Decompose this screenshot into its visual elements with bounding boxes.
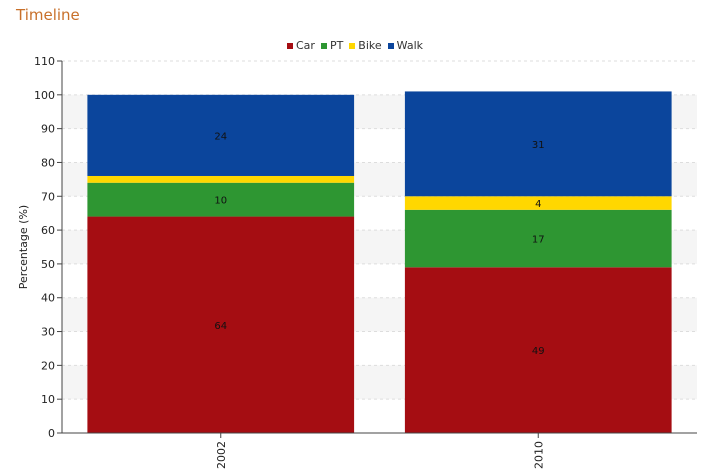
y-tick-label: 40 (41, 292, 55, 305)
legend-swatch (320, 42, 327, 49)
y-axis-label: Percentage (%) (17, 205, 30, 289)
legend-label: Car (295, 39, 315, 52)
x-tick-label: 2010 (532, 441, 545, 469)
data-label: 10 (214, 196, 227, 207)
bar-bike-2002[interactable] (87, 175, 355, 183)
legend-swatch (387, 42, 394, 49)
y-tick-label: 50 (41, 258, 55, 271)
legend-item-pt[interactable]: PT (320, 39, 344, 52)
legend-swatch (286, 42, 293, 49)
data-label: 17 (532, 235, 545, 246)
legend-item-car[interactable]: Car (286, 39, 315, 52)
y-tick-label: 80 (41, 156, 55, 169)
legend-label: Bike (358, 39, 382, 52)
page-title: Timeline (16, 6, 80, 24)
bar-bike-2010[interactable] (404, 196, 672, 210)
data-label: 31 (532, 140, 545, 151)
y-tick-label: 10 (41, 393, 55, 406)
y-tick-label: 0 (48, 427, 55, 440)
y-tick-label: 90 (41, 123, 55, 136)
bar-car-2010[interactable] (404, 267, 672, 433)
bar-walk-2002[interactable] (87, 94, 355, 176)
data-label: 24 (214, 131, 227, 142)
legend-item-bike[interactable]: Bike (349, 39, 382, 52)
legend-label: Walk (396, 39, 423, 52)
y-tick-label: 20 (41, 359, 55, 372)
y-tick-label: 70 (41, 190, 55, 203)
data-label: 4 (535, 199, 541, 210)
y-tick-label: 110 (34, 55, 55, 68)
legend-label: PT (329, 39, 344, 52)
data-label: 64 (214, 321, 227, 332)
y-tick-label: 60 (41, 224, 55, 237)
bar-pt-2010[interactable] (404, 209, 672, 268)
x-tick-label: 2002 (215, 441, 228, 469)
bar-car-2002[interactable] (87, 216, 355, 433)
y-tick-label: 100 (34, 89, 55, 102)
legend-swatch (349, 42, 356, 49)
bar-walk-2010[interactable] (404, 91, 672, 197)
legend-item-walk[interactable]: Walk (387, 39, 423, 52)
data-label: 49 (532, 346, 545, 357)
y-tick-label: 30 (41, 326, 55, 339)
bar-pt-2002[interactable] (87, 182, 355, 217)
chart-legend: Car PT Bike Walk (0, 39, 710, 52)
